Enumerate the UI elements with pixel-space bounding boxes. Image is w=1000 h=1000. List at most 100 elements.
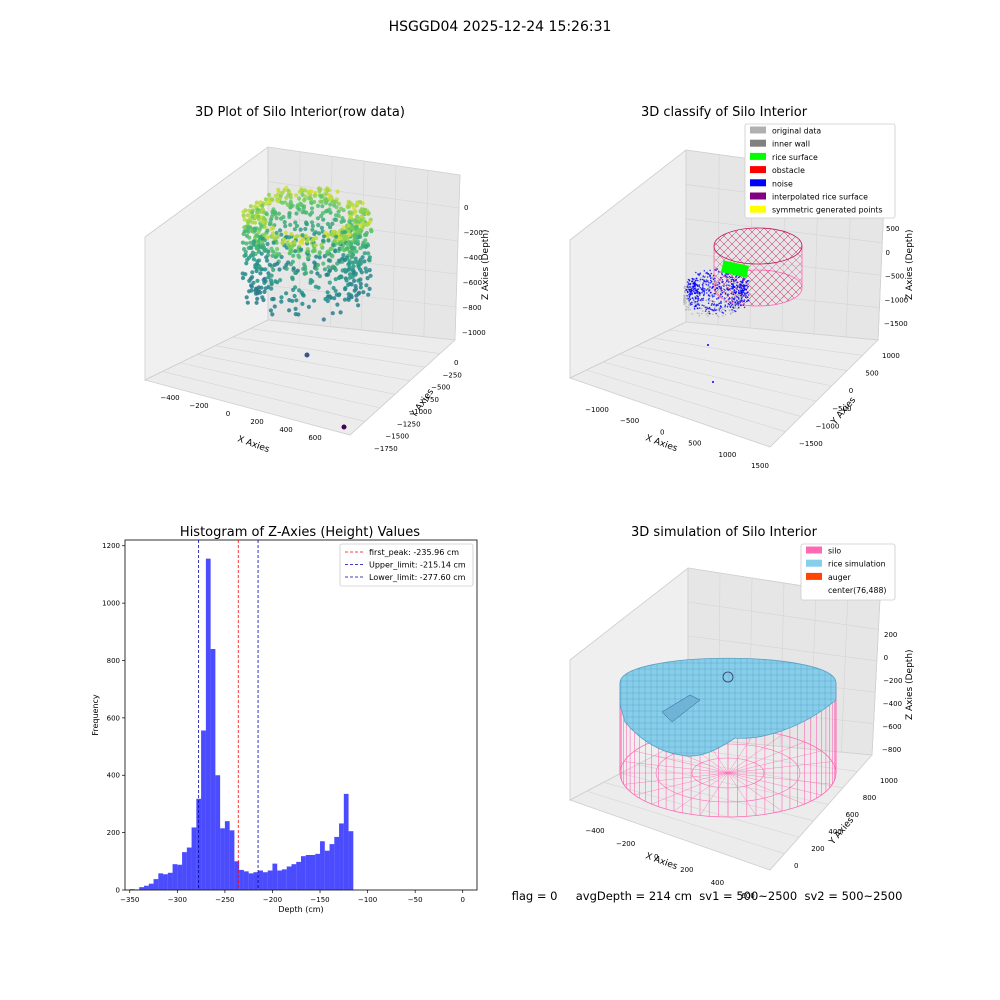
original-data-point: [723, 308, 725, 311]
noise-point: [728, 284, 730, 287]
raw-point: [358, 209, 363, 214]
raw-point: [266, 192, 272, 197]
raw-point: [297, 207, 302, 212]
raw-point: [283, 224, 288, 229]
noise-point: [691, 297, 694, 299]
noise-point: [702, 282, 705, 284]
raw-point: [248, 276, 253, 281]
histogram-x-tick: −250: [215, 896, 234, 904]
noise-point: [717, 304, 719, 306]
noise-point: [694, 287, 697, 289]
noise-point: [698, 285, 701, 288]
histogram-bar: [334, 836, 340, 890]
histogram-y-tick: 1200: [102, 542, 120, 550]
noise-point: [689, 298, 691, 301]
original-data-point: [685, 302, 687, 304]
noise-point: [724, 305, 726, 308]
raw-point: [346, 223, 351, 228]
raw-point: [269, 217, 274, 222]
original-data-point: [717, 291, 719, 293]
histogram-bar: [248, 873, 254, 890]
raw-point: [359, 214, 364, 219]
noise-point: [730, 287, 732, 290]
noise-point: [725, 276, 728, 278]
raw-point: [343, 287, 348, 292]
raw-point: [323, 200, 329, 206]
histogram-x-tick: −200: [263, 896, 282, 904]
noise-point: [689, 291, 692, 294]
noise-point: [691, 289, 694, 292]
noise-point: [697, 299, 700, 301]
original-data-point: [716, 293, 718, 295]
noise-point: [707, 344, 709, 346]
noise-point: [738, 276, 741, 278]
noise-point: [691, 287, 693, 290]
raw-point: [273, 194, 278, 199]
original-data-point: [725, 282, 727, 284]
raw-point: [246, 255, 252, 260]
original-data-point: [694, 302, 696, 305]
raw-point: [325, 208, 330, 213]
raw-point: [319, 194, 324, 199]
noise-point: [696, 298, 699, 300]
raw-point: [277, 267, 282, 272]
noise-point: [745, 292, 747, 295]
raw-point: [351, 270, 356, 275]
raw-point: [335, 302, 340, 307]
raw-point: [329, 246, 334, 251]
raw-point: [304, 222, 309, 227]
noise-point: [746, 291, 748, 294]
original-data-point: [701, 313, 703, 315]
raw-point: [268, 308, 273, 313]
noise-point: [708, 297, 710, 300]
raw-point: [300, 210, 305, 215]
histogram-x-ticks: −350 −300 −250 −200 −150 −100 −50 0: [120, 890, 465, 904]
noise-point: [724, 292, 727, 294]
raw-point: [296, 312, 301, 317]
simulation-z-ticks: 200 0 −200 −400 −600 −800: [882, 631, 902, 754]
raw-point: [242, 247, 247, 252]
original-data-point: [713, 301, 715, 303]
raw-point: [317, 231, 322, 236]
raw-point: [312, 248, 317, 253]
noise-point: [727, 302, 730, 305]
raw-point: [338, 310, 343, 315]
raw-x-tick: 600: [308, 434, 321, 442]
noise-point: [695, 289, 698, 292]
noise-point: [732, 284, 735, 287]
raw-point: [270, 197, 275, 202]
noise-point: [736, 301, 739, 303]
noise-point: [693, 278, 695, 280]
noise-point: [698, 307, 701, 309]
histogram-y-ticks: 0 200 400 600 800 1000 1200: [102, 542, 125, 895]
raw-point: [318, 199, 323, 204]
original-data-point: [722, 315, 724, 317]
raw-point: [286, 188, 291, 193]
noise-point: [718, 281, 720, 284]
histogram-bar: [215, 775, 221, 890]
raw-point: [310, 238, 315, 243]
panel-histogram: Histogram of Z-Axies (Height) Values −35…: [91, 525, 478, 914]
noise-point: [736, 281, 739, 284]
noise-point: [687, 284, 690, 286]
noise-point: [745, 296, 747, 298]
raw-point: [268, 220, 273, 225]
raw-point: [250, 214, 255, 219]
histogram-bar: [205, 558, 211, 890]
raw-point: [246, 229, 251, 234]
noise-point: [743, 288, 746, 290]
raw-point: [284, 234, 289, 239]
classify-x-tick: −500: [620, 417, 639, 425]
noise-point: [746, 281, 748, 283]
histogram-bars: [129, 558, 354, 890]
noise-point: [733, 297, 736, 300]
noise-point: [723, 297, 726, 299]
noise-point: [737, 304, 739, 306]
histogram-bar: [277, 870, 282, 890]
raw-point: [363, 207, 368, 212]
noise-point: [731, 276, 734, 279]
legend-label: silo: [828, 547, 841, 556]
simulation-x-tick: 200: [680, 866, 693, 874]
noise-point: [744, 278, 746, 280]
raw-point: [333, 277, 338, 282]
